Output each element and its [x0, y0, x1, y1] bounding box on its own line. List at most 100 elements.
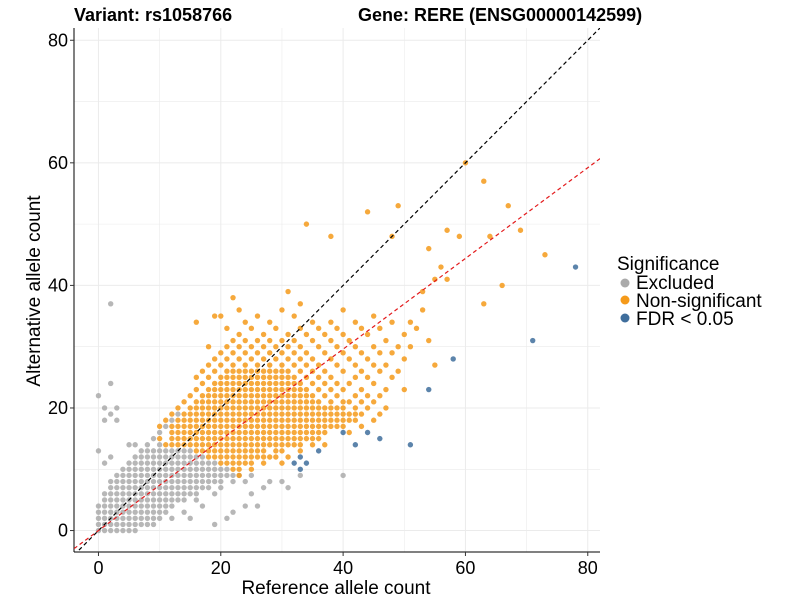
point-excluded [132, 521, 138, 528]
x-tick-label: 80 [578, 558, 598, 578]
point-non-significant [260, 399, 267, 405]
point-non-significant [328, 374, 334, 381]
point-non-significant [260, 454, 267, 460]
point-excluded [126, 527, 132, 534]
point-excluded [120, 497, 126, 503]
point-excluded [150, 497, 157, 503]
point-non-significant [236, 380, 242, 387]
point-non-significant [254, 405, 261, 411]
point-fdr-0-05 [364, 429, 371, 436]
point-non-significant [199, 368, 206, 374]
point-non-significant [444, 227, 450, 233]
point-non-significant [279, 435, 285, 442]
point-non-significant [267, 423, 273, 430]
point-non-significant [181, 399, 187, 405]
point-non-significant [377, 368, 383, 374]
point-non-significant [352, 343, 359, 350]
point-non-significant [285, 368, 291, 374]
point-non-significant [370, 380, 377, 387]
point-fdr-0-05 [352, 442, 359, 448]
point-excluded [169, 491, 175, 497]
point-non-significant [315, 411, 322, 417]
point-excluded [193, 472, 200, 479]
point-excluded [107, 454, 114, 460]
point-excluded [187, 454, 193, 460]
point-excluded [126, 460, 132, 466]
point-non-significant [279, 448, 285, 454]
point-non-significant [211, 423, 218, 430]
point-non-significant [260, 442, 267, 448]
point-non-significant [248, 460, 255, 466]
point-excluded [132, 484, 138, 491]
point-non-significant [297, 411, 304, 417]
point-fdr-0-05 [426, 386, 432, 393]
point-non-significant [309, 380, 316, 387]
point-excluded [114, 417, 120, 423]
point-non-significant [236, 374, 242, 381]
point-non-significant [297, 380, 304, 387]
x-tick-label: 40 [333, 558, 353, 578]
point-non-significant [322, 380, 328, 387]
point-non-significant [291, 435, 297, 442]
y-tick-label: 0 [58, 521, 68, 541]
point-excluded [187, 515, 193, 521]
point-excluded [199, 466, 206, 472]
point-non-significant [401, 331, 407, 338]
point-non-significant [328, 337, 334, 344]
point-non-significant [303, 362, 310, 368]
point-non-significant [218, 313, 224, 319]
point-non-significant [187, 405, 193, 411]
point-excluded [144, 497, 151, 503]
point-non-significant [438, 264, 444, 270]
y-tick-label: 60 [48, 153, 68, 173]
point-excluded [199, 460, 206, 466]
point-excluded [181, 509, 187, 515]
point-non-significant [297, 368, 304, 374]
point-excluded [169, 460, 175, 466]
point-non-significant [205, 435, 212, 442]
point-non-significant [254, 350, 261, 356]
point-non-significant [322, 350, 328, 356]
point-non-significant [242, 417, 248, 423]
point-non-significant [267, 380, 273, 387]
point-non-significant [279, 405, 285, 411]
point-non-significant [224, 454, 230, 460]
point-non-significant [389, 374, 395, 381]
point-excluded [218, 472, 224, 479]
point-non-significant [236, 466, 242, 472]
point-excluded [150, 435, 157, 442]
point-excluded [150, 460, 157, 466]
point-non-significant [334, 393, 340, 399]
point-fdr-0-05 [340, 429, 346, 436]
point-non-significant [218, 429, 224, 436]
point-excluded [126, 521, 132, 528]
point-non-significant [254, 442, 261, 448]
x-tick-label: 60 [455, 558, 475, 578]
point-non-significant [334, 417, 340, 423]
point-non-significant [285, 429, 291, 436]
point-non-significant [163, 442, 169, 448]
point-excluded [107, 478, 114, 485]
point-fdr-0-05 [303, 460, 310, 466]
point-non-significant [193, 405, 200, 411]
point-excluded [101, 527, 108, 534]
point-excluded [169, 466, 175, 472]
reference-lines [74, 28, 600, 552]
point-non-significant [267, 337, 273, 344]
point-excluded [297, 472, 304, 479]
point-non-significant [224, 356, 230, 362]
point-non-significant [328, 423, 334, 430]
point-non-significant [273, 368, 279, 374]
point-excluded [120, 478, 126, 485]
point-excluded [114, 472, 120, 479]
point-non-significant [254, 429, 261, 436]
point-excluded [132, 527, 138, 534]
point-non-significant [242, 374, 248, 381]
point-excluded [114, 491, 120, 497]
point-excluded [150, 466, 157, 472]
point-excluded [224, 466, 230, 472]
point-excluded [205, 484, 212, 491]
point-non-significant [242, 362, 248, 368]
point-excluded [114, 484, 120, 491]
point-non-significant [419, 307, 426, 313]
